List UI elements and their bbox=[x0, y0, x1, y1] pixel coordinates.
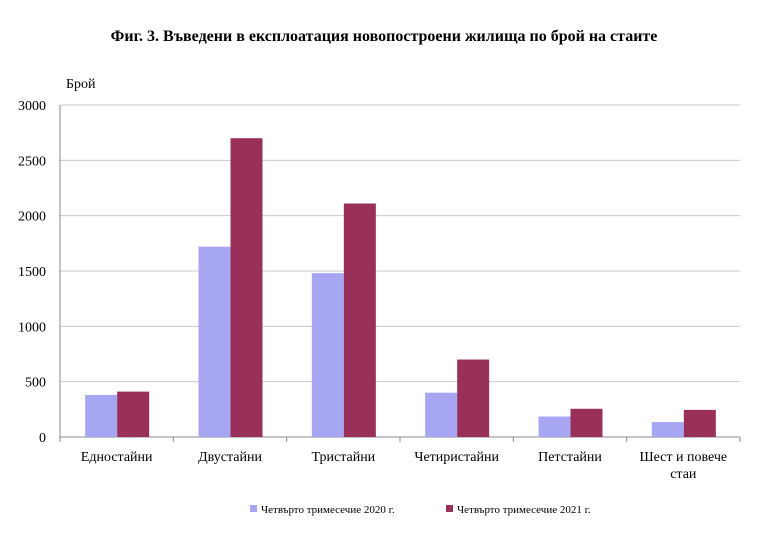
legend-label: Четвърто тримесечие 2021 г. bbox=[457, 504, 591, 516]
chart-title: Фиг. 3. Въведени в експлоатация новопост… bbox=[110, 28, 658, 45]
bar-2021 bbox=[457, 359, 490, 437]
x-tick-label: Четиристайни bbox=[414, 450, 499, 465]
bar-2020 bbox=[425, 392, 458, 437]
bar-2021 bbox=[343, 203, 376, 437]
y-tick-label: 2000 bbox=[18, 210, 46, 225]
gridlines bbox=[59, 104, 741, 442]
bar-2021 bbox=[230, 138, 263, 437]
y-tick-label: 2500 bbox=[18, 154, 46, 169]
legend-swatch bbox=[250, 505, 257, 512]
y-tick-label: 1000 bbox=[18, 320, 46, 335]
x-tick-label: Шест и повече стаи bbox=[640, 450, 728, 482]
x-tick-label: Петстайни bbox=[538, 450, 602, 465]
bar-2020 bbox=[651, 422, 684, 437]
bar-2021 bbox=[683, 409, 716, 437]
bar-2020 bbox=[311, 273, 344, 437]
y-tick-labels: 0 500 1000 1500 2000 2500 3000 bbox=[18, 99, 46, 446]
x-tick-label: Едностайни bbox=[81, 450, 153, 465]
y-tick-label: 1500 bbox=[18, 265, 46, 280]
y-tick-label: 3000 bbox=[18, 99, 46, 114]
legend: Четвърто тримесечие 2020 г. Четвърто трим… bbox=[250, 504, 591, 516]
y-tick-label: 0 bbox=[39, 431, 46, 446]
bar-2021 bbox=[570, 408, 603, 437]
bar-2020 bbox=[85, 394, 118, 437]
x-tick-label: Тристайни bbox=[311, 450, 375, 465]
legend-label: Четвърто тримесечие 2020 г. bbox=[261, 504, 395, 516]
bar-2020 bbox=[538, 416, 571, 437]
bar-2021 bbox=[117, 391, 150, 437]
y-tick-label: 500 bbox=[25, 376, 46, 391]
y-axis-label: Брой bbox=[66, 77, 96, 92]
bars bbox=[85, 138, 716, 437]
legend-swatch bbox=[446, 505, 453, 512]
x-tick-labels: Едностайни Двустайни Тристайни Четиристайни… bbox=[81, 450, 727, 482]
bar-2020 bbox=[198, 246, 231, 437]
x-tick-label: Двустайни bbox=[198, 450, 262, 465]
